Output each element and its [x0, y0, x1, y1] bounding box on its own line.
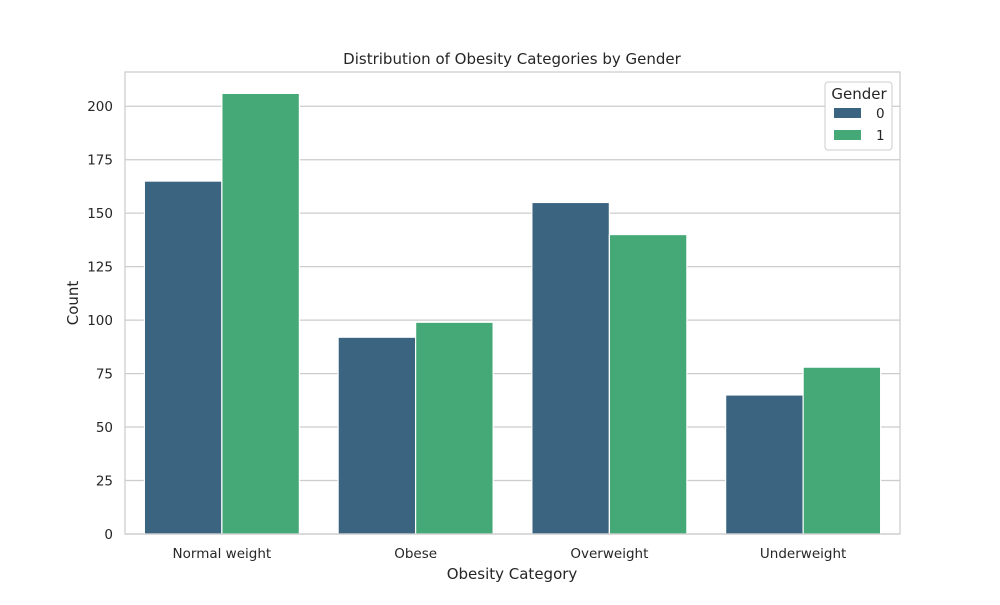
bar-gender-0 [337, 336, 417, 535]
bar-gender-0 [725, 394, 804, 535]
bar-gender-1 [802, 366, 882, 535]
y-tick-label: 75 [96, 367, 113, 383]
x-tick-labels: Normal weight Obese Overweight Underweight [173, 546, 847, 562]
x-tick-label: Underweight [760, 546, 846, 562]
x-tick-label: Obese [394, 546, 437, 562]
x-axis-label: Obesity Category [447, 565, 578, 583]
x-tick-label: Overweight [570, 546, 648, 562]
bar-gender-0 [143, 180, 223, 535]
y-tick-label: 150 [87, 206, 113, 222]
bar-gender-1 [221, 92, 300, 535]
legend-title: Gender [831, 85, 887, 103]
legend-swatch-1 [834, 130, 861, 140]
bar-gender-1 [608, 233, 688, 535]
y-tick-label: 25 [96, 474, 113, 490]
y-tick-label: 175 [87, 153, 113, 169]
y-tick-label: 0 [104, 527, 113, 543]
y-tick-label: 100 [87, 313, 113, 329]
legend: Gender 0 1 [824, 81, 893, 151]
y-tick-labels: 0 25 50 75 100 125 150 175 200 [87, 99, 113, 543]
y-tick-label: 50 [96, 420, 113, 436]
y-tick-label: 200 [87, 99, 113, 115]
legend-label-0: 0 [876, 106, 885, 122]
plot-frame [124, 71, 901, 535]
y-tick-label: 125 [87, 260, 113, 276]
y-axis-label: Count [64, 281, 82, 326]
bar-gender-0 [531, 201, 610, 535]
legend-label-1: 1 [876, 128, 885, 144]
legend-swatch-0 [834, 108, 861, 118]
chart-title: Distribution of Obesity Categories by Ge… [343, 50, 681, 68]
bar-gender-1 [415, 321, 494, 535]
x-tick-label: Normal weight [173, 546, 272, 562]
bars [143, 92, 882, 535]
